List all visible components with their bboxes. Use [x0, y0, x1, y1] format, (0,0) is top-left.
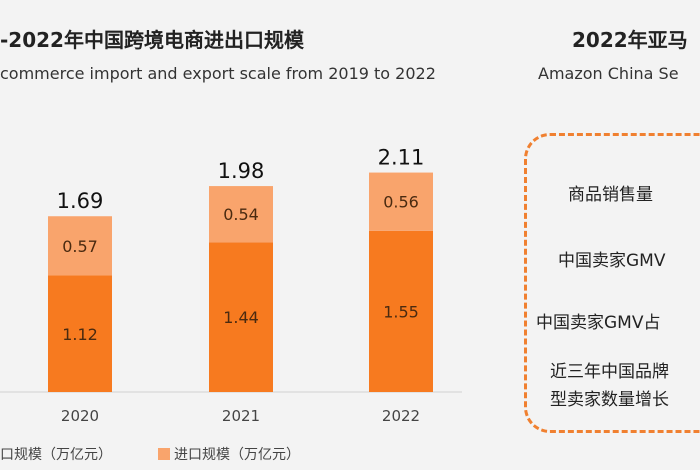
bar-segment [209, 242, 273, 392]
bar-total-label: 1.98 [218, 159, 265, 183]
bar-value-label: 0.56 [383, 193, 419, 212]
x-tick-label: 2021 [222, 407, 260, 425]
bar-segment [48, 216, 112, 276]
highlight-item: 商品销售量 [568, 185, 653, 205]
bar-value-label: 0.54 [223, 205, 259, 224]
highlights-box [524, 133, 700, 433]
bar-value-label: 0.57 [62, 237, 98, 256]
bar-value-label: 1.55 [383, 302, 419, 321]
bar-segment [369, 172, 433, 231]
x-tick-label: 2020 [61, 407, 99, 425]
highlight-item: 中国卖家GMV占 [536, 313, 661, 333]
bar-segment [48, 275, 112, 392]
highlight-item: 近三年中国品牌 [550, 362, 669, 382]
right-title: 2022年亚马 [572, 28, 688, 52]
bar-value-label: 1.44 [223, 308, 259, 327]
chart-title: -2022年中国跨境电商进出口规模 [0, 28, 304, 52]
bar-segment [209, 186, 273, 243]
legend-swatch-import [158, 448, 170, 460]
chart-subtitle: commerce import and export scale from 20… [0, 64, 436, 83]
right-subtitle: Amazon China Se [538, 64, 679, 83]
bar-total-label: 2.11 [378, 146, 425, 170]
legend-item-export: 口规模（万亿元） [0, 444, 112, 464]
highlight-item: 中国卖家GMV [558, 251, 666, 271]
highlight-item: 型卖家数量增长 [550, 390, 669, 410]
legend-import-label: 进口规模（万亿元） [174, 447, 300, 463]
legend-export-label: 口规模（万亿元） [0, 447, 112, 463]
legend-item-import: 进口规模（万亿元） [158, 444, 300, 464]
x-tick-label: 2022 [382, 407, 420, 425]
bar-value-label: 1.12 [62, 325, 98, 344]
bar-segment [369, 230, 433, 392]
bar-total-label: 1.69 [57, 189, 104, 213]
stacked-bar-chart: 1.12 0.57 1.69 2020 1.44 0.54 1.98 2021 1.55 0.56… [0, 146, 462, 425]
